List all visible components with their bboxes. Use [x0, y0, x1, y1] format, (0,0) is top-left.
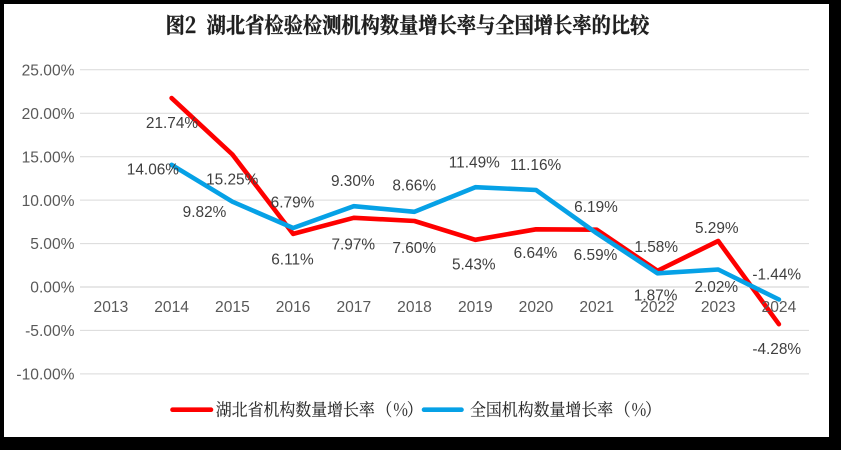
svg-text:14.06%: 14.06% [127, 162, 180, 179]
svg-text:2022: 2022 [640, 299, 675, 316]
svg-text:6.79%: 6.79% [271, 195, 315, 212]
svg-text:2.02%: 2.02% [694, 279, 738, 296]
svg-text:10.00%: 10.00% [22, 193, 75, 210]
svg-text:6.64%: 6.64% [514, 245, 558, 262]
svg-text:9.30%: 9.30% [331, 173, 375, 190]
svg-text:11.16%: 11.16% [510, 157, 561, 174]
svg-text:2014: 2014 [154, 299, 189, 316]
svg-text:2016: 2016 [276, 299, 311, 316]
svg-text:7.97%: 7.97% [331, 236, 375, 253]
svg-text:8.66%: 8.66% [392, 177, 436, 194]
svg-text:2018: 2018 [397, 299, 432, 316]
svg-text:15.00%: 15.00% [22, 149, 75, 166]
svg-text:6.19%: 6.19% [574, 199, 618, 216]
svg-text:2021: 2021 [579, 299, 614, 316]
svg-text:0.00%: 0.00% [30, 280, 74, 297]
svg-text:15.25%: 15.25% [206, 172, 259, 189]
svg-text:1.87%: 1.87% [634, 288, 678, 305]
svg-text:5.00%: 5.00% [30, 236, 74, 253]
svg-text:2019: 2019 [458, 299, 493, 316]
svg-text:-5.00%: -5.00% [25, 323, 75, 340]
svg-text:2013: 2013 [94, 299, 129, 316]
svg-text:1.58%: 1.58% [634, 239, 678, 256]
svg-text:-4.28%: -4.28% [752, 341, 801, 358]
svg-text:9.82%: 9.82% [183, 204, 227, 221]
svg-text:6.59%: 6.59% [574, 247, 618, 264]
svg-text:11.49%: 11.49% [449, 154, 500, 171]
svg-text:25.00%: 25.00% [22, 63, 75, 80]
svg-text:2015: 2015 [215, 299, 250, 316]
svg-text:21.74%: 21.74% [146, 115, 199, 132]
svg-text:20.00%: 20.00% [22, 106, 75, 123]
svg-text:5.43%: 5.43% [452, 257, 496, 274]
svg-text:7.60%: 7.60% [392, 240, 436, 257]
svg-text:-10.00%: -10.00% [16, 367, 74, 384]
svg-text:2023: 2023 [701, 299, 736, 316]
svg-text:5.29%: 5.29% [695, 220, 739, 237]
svg-text:6.11%: 6.11% [271, 251, 314, 268]
svg-text:2024: 2024 [762, 299, 797, 316]
svg-text:2017: 2017 [336, 299, 371, 316]
svg-text:-1.44%: -1.44% [752, 266, 801, 283]
svg-text:2020: 2020 [519, 299, 554, 316]
